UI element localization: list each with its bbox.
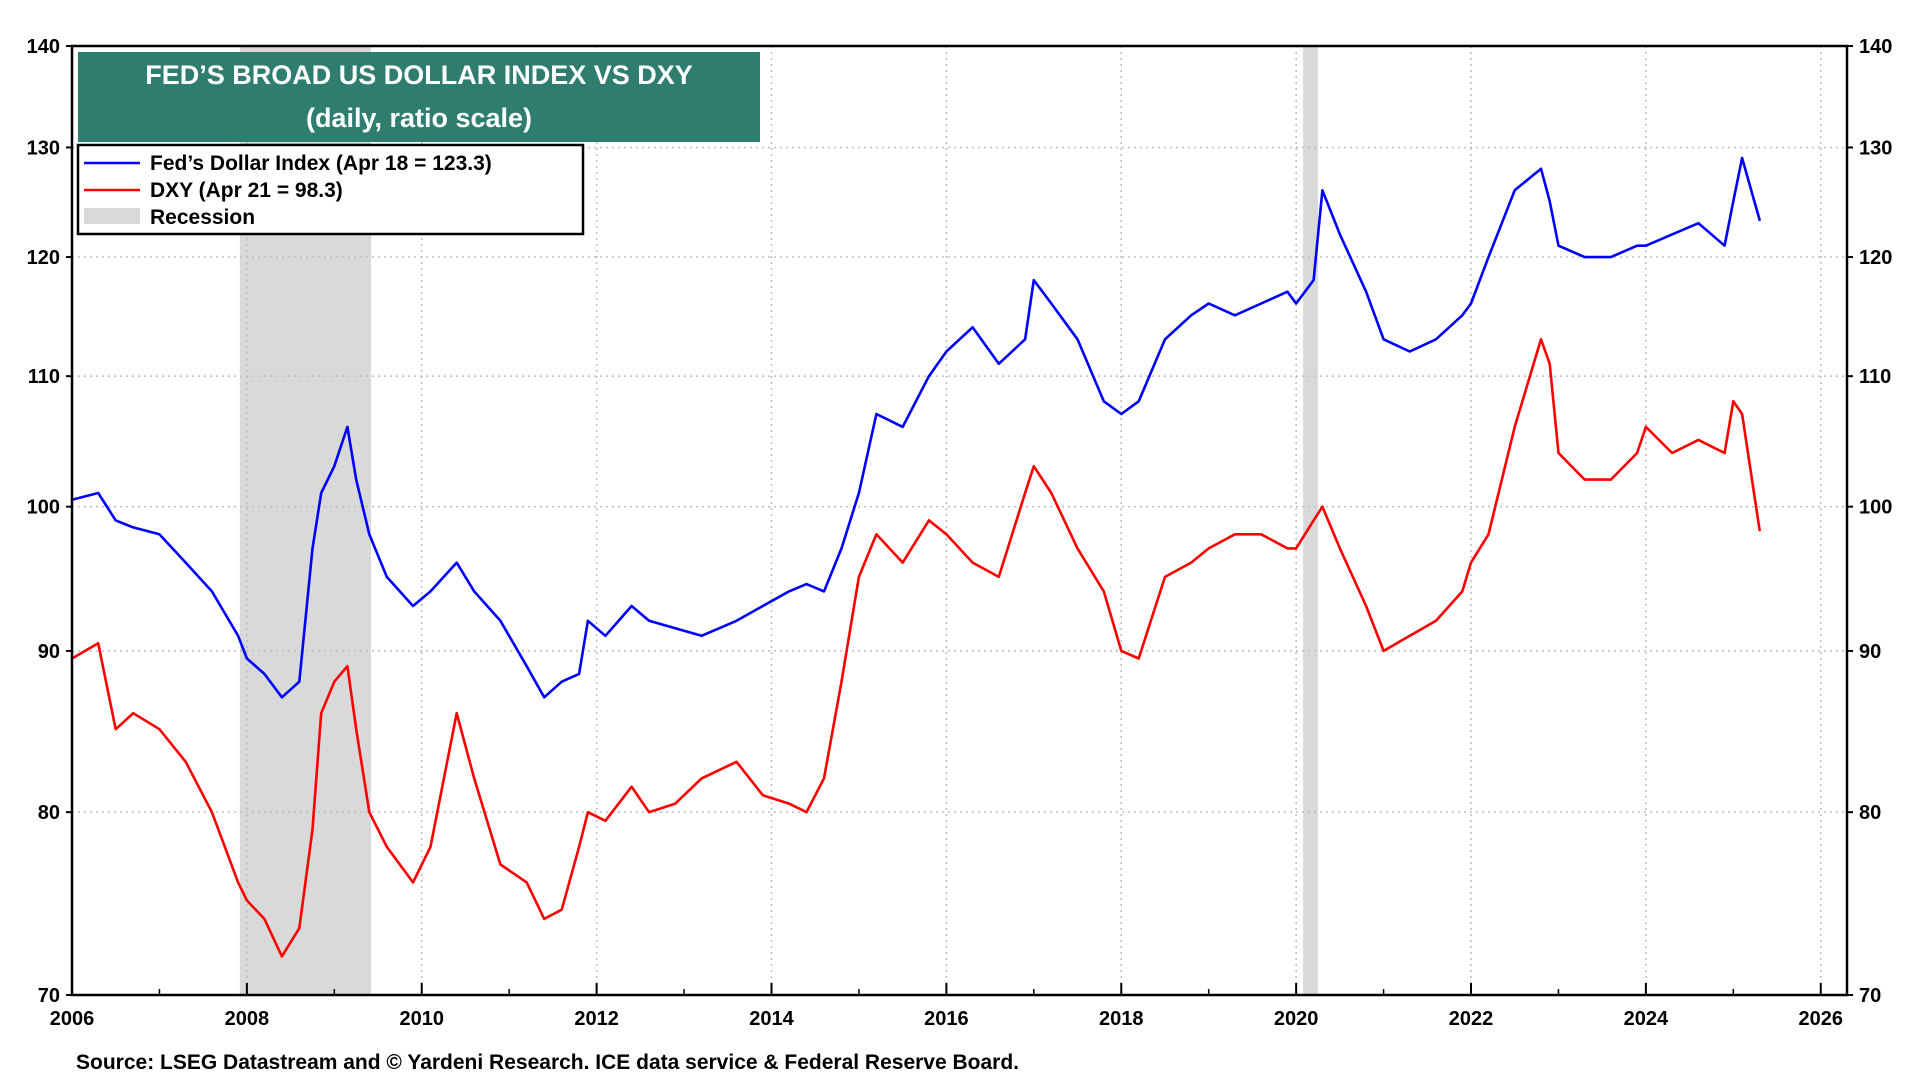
- y-tick-label-right-110: 110: [1859, 366, 1891, 388]
- legend-label-fed-index: Fed’s Dollar Index (Apr 18 = 123.3): [150, 152, 492, 175]
- y-tick-label-left-140: 140: [27, 36, 60, 58]
- y-tick-label-left-120: 120: [27, 247, 60, 269]
- legend-swatch-recession: [84, 208, 140, 224]
- y-tick-label-left-90: 90: [38, 641, 60, 663]
- y-tick-label-right-70: 70: [1859, 985, 1881, 1007]
- y-tick-label-right-100: 100: [1859, 497, 1892, 519]
- x-tick-label-2014: 2014: [749, 1008, 794, 1030]
- y-tick-label-left-80: 80: [38, 802, 60, 824]
- x-tick-label-2016: 2016: [924, 1008, 969, 1030]
- tick-layer: 70 70 80 80 90 90 100 100 110 110 120 120 130 130 140 1…: [27, 36, 1893, 1030]
- y-tick-label-left-100: 100: [27, 497, 60, 519]
- legend: Fed’s Dollar Index (Apr 18 = 123.3) DXY …: [76, 143, 585, 236]
- title-box: FED’S BROAD US DOLLAR INDEX VS DXY (dail…: [78, 52, 760, 142]
- x-tick-label-2020: 2020: [1274, 1008, 1319, 1030]
- recession-band-1: [1303, 46, 1318, 995]
- y-tick-label-left-130: 130: [27, 137, 60, 159]
- chart-title: FED’S BROAD US DOLLAR INDEX VS DXY: [145, 60, 693, 90]
- y-tick-label-right-90: 90: [1859, 641, 1881, 663]
- series-line-dxy: [70, 337, 1761, 958]
- y-tick-label-right-140: 140: [1859, 36, 1892, 58]
- y-tick-label-left-70: 70: [38, 985, 60, 1007]
- y-tick-label-left-110: 110: [28, 366, 60, 388]
- plot-frame: [70, 44, 1849, 997]
- y-tick-label-right-130: 130: [1859, 137, 1892, 159]
- x-tick-label-2006: 2006: [50, 1008, 95, 1030]
- source-note: Source: LSEG Datastream and © Yardeni Re…: [76, 1051, 1019, 1074]
- x-tick-label-2022: 2022: [1449, 1008, 1494, 1030]
- x-tick-label-2012: 2012: [574, 1008, 619, 1030]
- x-tick-label-2018: 2018: [1099, 1008, 1144, 1030]
- y-tick-label-right-120: 120: [1859, 247, 1892, 269]
- chart-subtitle: (daily, ratio scale): [306, 103, 532, 133]
- series-line-fed-dollar-index: [70, 156, 1761, 699]
- y-tick-label-right-80: 80: [1859, 802, 1881, 824]
- series-layer: [70, 156, 1761, 958]
- x-tick-label-2024: 2024: [1624, 1008, 1669, 1030]
- x-tick-label-2010: 2010: [400, 1008, 445, 1030]
- legend-label-recession: Recession: [150, 206, 255, 229]
- legend-label-dxy: DXY (Apr 21 = 98.3): [150, 179, 343, 202]
- x-tick-label-2026: 2026: [1799, 1008, 1844, 1030]
- x-tick-label-2008: 2008: [225, 1008, 270, 1030]
